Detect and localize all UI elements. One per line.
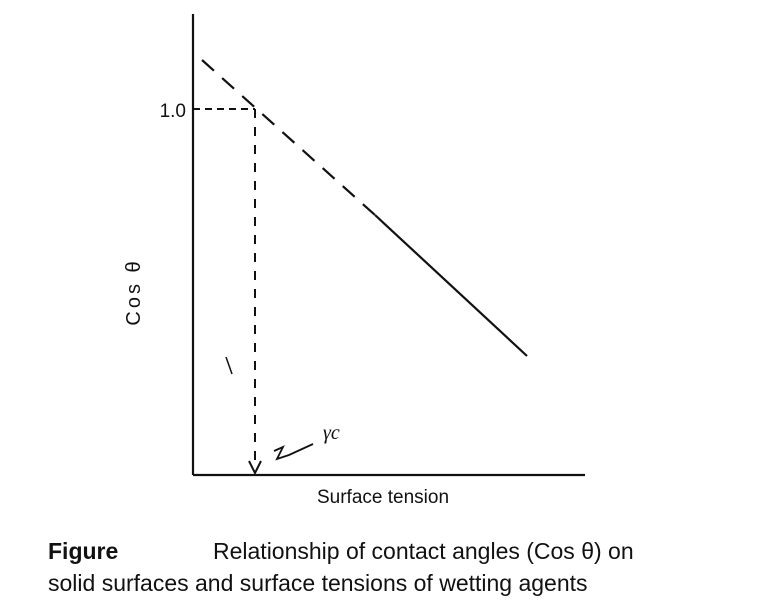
figure-caption: Figure Relationship of contact angles (Co…	[48, 536, 748, 598]
caption-text-line2: solid surfaces and surface tensions of w…	[48, 570, 588, 596]
caption-text-line1: Relationship of contact angles (Cos θ) o…	[213, 538, 634, 564]
faint-mark	[225, 356, 233, 375]
y-tick-label: 1.0	[160, 101, 186, 122]
trend-line	[374, 214, 528, 357]
extrapolation-dashed-line	[201, 59, 376, 216]
gamma-pointer	[273, 443, 314, 461]
caption-label: Figure	[48, 538, 119, 564]
gamma-c-annotation: γc	[323, 422, 340, 444]
x-axis-label: Surface tension	[317, 487, 449, 508]
arrow-head	[248, 460, 262, 476]
y-axis-label: Cos θ	[123, 258, 145, 325]
